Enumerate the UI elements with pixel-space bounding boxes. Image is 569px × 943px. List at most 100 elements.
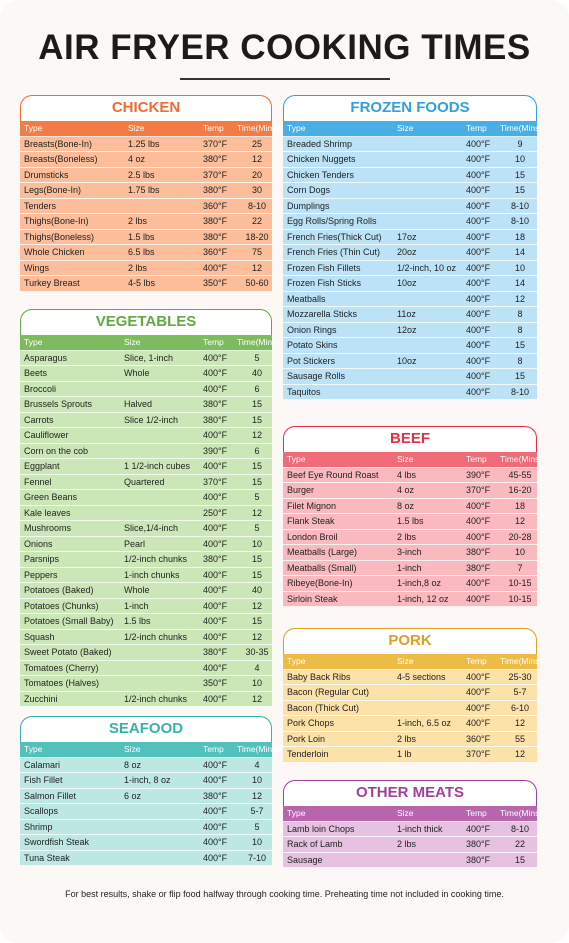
table-cell: 250°F xyxy=(203,507,228,518)
table-cell: 400°F xyxy=(466,231,491,242)
table-cell: 1-inch chunks xyxy=(124,569,180,580)
table-cell: 380°F xyxy=(203,154,228,164)
table-cell: 400°F xyxy=(466,531,491,542)
table-cell: Breaded Shrimp xyxy=(287,138,353,149)
table-cell: 3-inch xyxy=(397,547,422,557)
section-title: PORK xyxy=(388,632,432,649)
table-row: Egg Rolls/Spring Rolls 400°F 8-10 xyxy=(283,214,537,230)
table-cell: 4 oz xyxy=(128,154,146,164)
table-cell: Flank Steak xyxy=(287,516,335,526)
table-cell: 400°F xyxy=(203,616,228,626)
table-cell: Beef Eye Round Roast xyxy=(287,469,379,480)
table-cell: 6.5 lbs xyxy=(128,247,155,257)
table-cell: Peppers xyxy=(24,569,58,580)
table-row: Salmon Fillet 6 oz 380°F 12 xyxy=(20,788,272,804)
table-cell: French Fries(Thick Cut) xyxy=(287,231,382,242)
table-cell: Tuna Steak xyxy=(24,852,70,863)
table-cell: Quartered xyxy=(124,476,165,487)
table-row: Meatballs 400°F 12 xyxy=(283,291,537,307)
table-row: Wings 2 lbs 400°F 12 xyxy=(20,260,272,276)
table-cell: 380°F xyxy=(203,185,228,195)
table-cell: Corn Dogs xyxy=(287,185,331,195)
table-cell: 5 xyxy=(254,352,260,363)
table-cell: Scallops xyxy=(24,806,59,816)
table-row: Turkey Breast 4-5 lbs 350°F 50-60 xyxy=(20,276,272,292)
column-header: Type xyxy=(24,337,43,347)
table-cell: 400°F xyxy=(466,169,491,180)
section: VEGETABLES Type Size Temp Time(Mins) Asparagu… xyxy=(20,309,279,707)
table-row: Pot Stickers 10oz 400°F 8 xyxy=(283,353,537,369)
table-row: Bacon (Regular Cut) 400°F 5-7 xyxy=(283,685,537,701)
table-row: Peppers 1-inch chunks 400°F 15 xyxy=(20,567,272,583)
table-cell: 15 xyxy=(251,616,262,626)
table-cell: 360°F xyxy=(203,200,228,211)
table-cell: Frozen Fish Sticks xyxy=(287,278,362,288)
table-cell: 1.5 lbs xyxy=(128,231,155,242)
table-row: Sweet Potato (Baked) 380°F 30-35 xyxy=(20,645,272,661)
table-cell: 15 xyxy=(514,340,525,350)
table-cell: Slice, 1-inch xyxy=(124,352,174,363)
table-cell: Broccoli xyxy=(24,383,57,394)
table-cell: 15 xyxy=(251,414,262,425)
table-row: Eggplant 1 1/2-inch cubes 400°F 15 xyxy=(20,459,272,475)
table-cell: Meatballs (Large) xyxy=(287,547,358,557)
table-cell: 400°F xyxy=(466,138,491,149)
table-cell: Sausage Rolls xyxy=(287,371,346,381)
column-header: Time(Mins) xyxy=(500,123,543,133)
table-row: Potatoes (Chunks) 1-inch 400°F 12 xyxy=(20,598,272,614)
table-row: Mozzarella Sticks 11oz 400°F 8 xyxy=(283,307,537,323)
table-cell: 390°F xyxy=(203,445,228,456)
table-cell: Carrots xyxy=(24,414,54,425)
table-cell: 400°F xyxy=(466,671,491,682)
table-cell: Tomatoes (Cherry) xyxy=(24,662,99,673)
table-cell: 400°F xyxy=(466,278,491,288)
table-cell: 17oz xyxy=(397,231,417,242)
table-cell: 400°F xyxy=(203,538,228,549)
table-cell: 400°F xyxy=(203,430,228,440)
column-header: Temp xyxy=(466,656,487,666)
table-cell: Burger xyxy=(287,485,315,495)
table-cell: 8-10 xyxy=(510,386,529,397)
table-cell: Chicken Tenders xyxy=(287,169,354,180)
table-row: Green Beans 400°F 5 xyxy=(20,490,272,506)
table-cell: Potato Skins xyxy=(287,340,338,350)
table-cell: 15 xyxy=(251,476,262,487)
table-cell: 370°F xyxy=(203,169,228,180)
table-cell: 400°F xyxy=(466,718,491,728)
table-cell: 400°F xyxy=(203,806,228,816)
column-header: Temp xyxy=(466,123,487,133)
table-cell: Pearl xyxy=(124,538,146,549)
table-cell: 360°F xyxy=(203,247,228,257)
table-cell: Mozzarella Sticks xyxy=(287,309,358,319)
table-cell: 1 1/2-inch cubes xyxy=(124,461,191,471)
table-cell: 12 xyxy=(251,262,262,273)
table-cell: 400°F xyxy=(203,262,228,273)
table-cell: 45-55 xyxy=(508,469,532,480)
table-row: Scallops 400°F 5-7 xyxy=(20,804,272,820)
table-cell: 12 xyxy=(514,516,525,526)
table-cell: Cauliflower xyxy=(24,430,69,440)
table-cell: 8-10 xyxy=(247,200,266,211)
table-cell: Halved xyxy=(124,399,153,409)
header-row: Type Size Temp Time(Mins) xyxy=(20,335,279,351)
section-frame xyxy=(20,95,272,121)
header-row: Type Size Temp Time(Mins) xyxy=(283,806,542,822)
table-cell: 1.25 lbs xyxy=(128,138,160,149)
table-cell: Corn on the cob xyxy=(24,445,89,456)
table-cell: 12 xyxy=(514,749,525,759)
table-cell: Bacon (Thick Cut) xyxy=(287,702,360,713)
table-row: Potatoes (Small Baby) 1.5 lbs 400°F 15 xyxy=(20,614,272,630)
table-cell: 22 xyxy=(514,839,525,849)
table-cell: 400°F xyxy=(466,823,491,834)
table-cell: Squash xyxy=(24,631,55,642)
table-cell: 5 xyxy=(254,821,260,832)
table-cell: 40 xyxy=(251,585,262,595)
table-cell: 2 lbs xyxy=(128,216,148,226)
table-cell: Beets xyxy=(24,368,48,378)
table-cell: Shrimp xyxy=(24,821,53,832)
table-cell: 2 lbs xyxy=(128,262,148,273)
table-row: Mushrooms Slice,1/4-inch 400°F 5 xyxy=(20,521,272,537)
table-cell: Rack of Lamb xyxy=(287,839,343,849)
table-cell: 25-30 xyxy=(508,671,532,682)
section-title: SEAFOOD xyxy=(108,720,184,737)
